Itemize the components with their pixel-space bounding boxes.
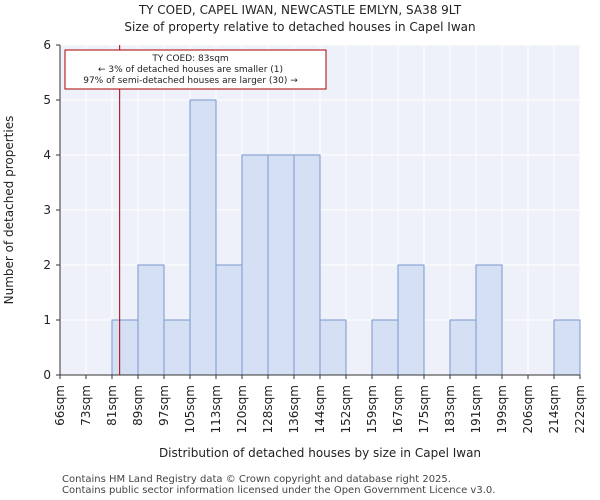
x-tick-label: 97sqm (157, 385, 171, 426)
bar-120sqm (241, 154, 269, 376)
bar-144sqm (319, 319, 347, 376)
x-tick-label: 89sqm (131, 385, 145, 426)
annotation-line-3: 97% of semi-detached houses are larger (… (83, 76, 298, 86)
x-tick-label: 136sqm (287, 385, 301, 433)
footer-line-2: Contains public sector information licen… (62, 485, 496, 496)
bar-97sqm (163, 319, 191, 376)
x-tick-label: 152sqm (339, 385, 353, 433)
y-tick-label: 5 (43, 93, 51, 107)
bar-113sqm (215, 264, 243, 376)
x-tick-label: 120sqm (235, 385, 249, 433)
x-tick-label: 206sqm (521, 385, 535, 433)
x-tick-label: 183sqm (443, 385, 457, 433)
x-tick-label: 144sqm (313, 385, 327, 433)
x-tick-label: 105sqm (183, 385, 197, 433)
bar-136sqm (293, 154, 321, 376)
chart-title: TY COED, CAPEL IWAN, NEWCASTLE EMLYN, SA… (138, 3, 462, 17)
y-tick-label: 6 (43, 38, 51, 52)
x-tick-label: 66sqm (53, 385, 67, 426)
chart-subtitle: Size of property relative to detached ho… (124, 20, 476, 34)
x-tick-label: 214sqm (547, 385, 561, 433)
bar-128sqm (267, 154, 295, 376)
x-tick-label: 128sqm (261, 385, 275, 433)
annotation-line-2: ← 3% of detached houses are smaller (1) (98, 65, 283, 75)
y-tick-label: 1 (43, 313, 51, 327)
x-tick-label: 113sqm (209, 385, 223, 433)
x-tick-label: 81sqm (105, 385, 119, 426)
annotation-box (64, 49, 327, 90)
y-tick-label: 0 (43, 368, 51, 382)
bar-159sqm (371, 319, 399, 376)
bar-167sqm (397, 264, 425, 376)
x-tick-label: 73sqm (79, 385, 93, 426)
bar-89sqm (137, 264, 165, 376)
x-tick-label: 191sqm (469, 385, 483, 433)
y-tick-label: 2 (43, 258, 51, 272)
x-tick-label: 175sqm (417, 385, 431, 433)
x-axis-title: Distribution of detached houses by size … (159, 446, 481, 460)
x-tick-label: 222sqm (573, 385, 587, 433)
bar-81sqm (111, 319, 139, 376)
y-tick-label: 4 (43, 148, 51, 162)
bar-214sqm (553, 319, 581, 376)
y-tick-label: 3 (43, 203, 51, 217)
bar-183sqm (449, 319, 477, 376)
y-axis-title: Number of detached properties (2, 116, 16, 305)
x-tick-label: 199sqm (495, 385, 509, 433)
bar-191sqm (475, 264, 503, 376)
annotation-line-1: TY COED: 83sqm (151, 54, 228, 64)
footer-line-1: Contains HM Land Registry data © Crown c… (62, 474, 451, 485)
bar-105sqm (189, 99, 217, 376)
x-tick-label: 159sqm (365, 385, 379, 433)
x-tick-label: 167sqm (391, 385, 405, 433)
